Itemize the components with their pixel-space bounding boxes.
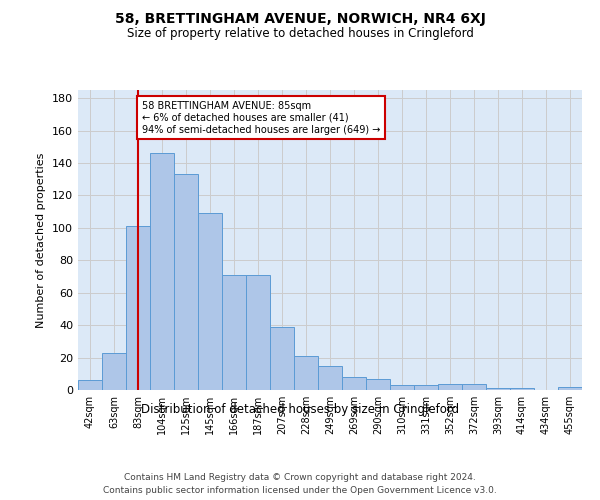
Bar bbox=[174, 174, 198, 390]
Text: Contains public sector information licensed under the Open Government Licence v3: Contains public sector information licen… bbox=[103, 486, 497, 495]
Text: Size of property relative to detached houses in Cringleford: Size of property relative to detached ho… bbox=[127, 28, 473, 40]
Bar bbox=[198, 213, 222, 390]
Bar bbox=[294, 356, 318, 390]
Y-axis label: Number of detached properties: Number of detached properties bbox=[37, 152, 46, 328]
Bar bbox=[102, 352, 126, 390]
Bar bbox=[222, 275, 246, 390]
Bar bbox=[366, 378, 390, 390]
Bar bbox=[438, 384, 462, 390]
Bar bbox=[150, 153, 174, 390]
Text: Contains HM Land Registry data © Crown copyright and database right 2024.: Contains HM Land Registry data © Crown c… bbox=[124, 472, 476, 482]
Bar bbox=[126, 226, 150, 390]
Bar bbox=[246, 275, 270, 390]
Bar bbox=[342, 377, 366, 390]
Bar bbox=[510, 388, 534, 390]
Text: 58 BRETTINGHAM AVENUE: 85sqm
← 6% of detached houses are smaller (41)
94% of sem: 58 BRETTINGHAM AVENUE: 85sqm ← 6% of det… bbox=[142, 102, 380, 134]
Bar bbox=[390, 385, 414, 390]
Bar bbox=[270, 327, 294, 390]
Bar bbox=[78, 380, 102, 390]
Bar bbox=[486, 388, 510, 390]
Bar bbox=[318, 366, 342, 390]
Bar bbox=[462, 384, 486, 390]
Text: Distribution of detached houses by size in Cringleford: Distribution of detached houses by size … bbox=[141, 402, 459, 415]
Bar bbox=[414, 385, 438, 390]
Text: 58, BRETTINGHAM AVENUE, NORWICH, NR4 6XJ: 58, BRETTINGHAM AVENUE, NORWICH, NR4 6XJ bbox=[115, 12, 485, 26]
Bar bbox=[558, 387, 582, 390]
